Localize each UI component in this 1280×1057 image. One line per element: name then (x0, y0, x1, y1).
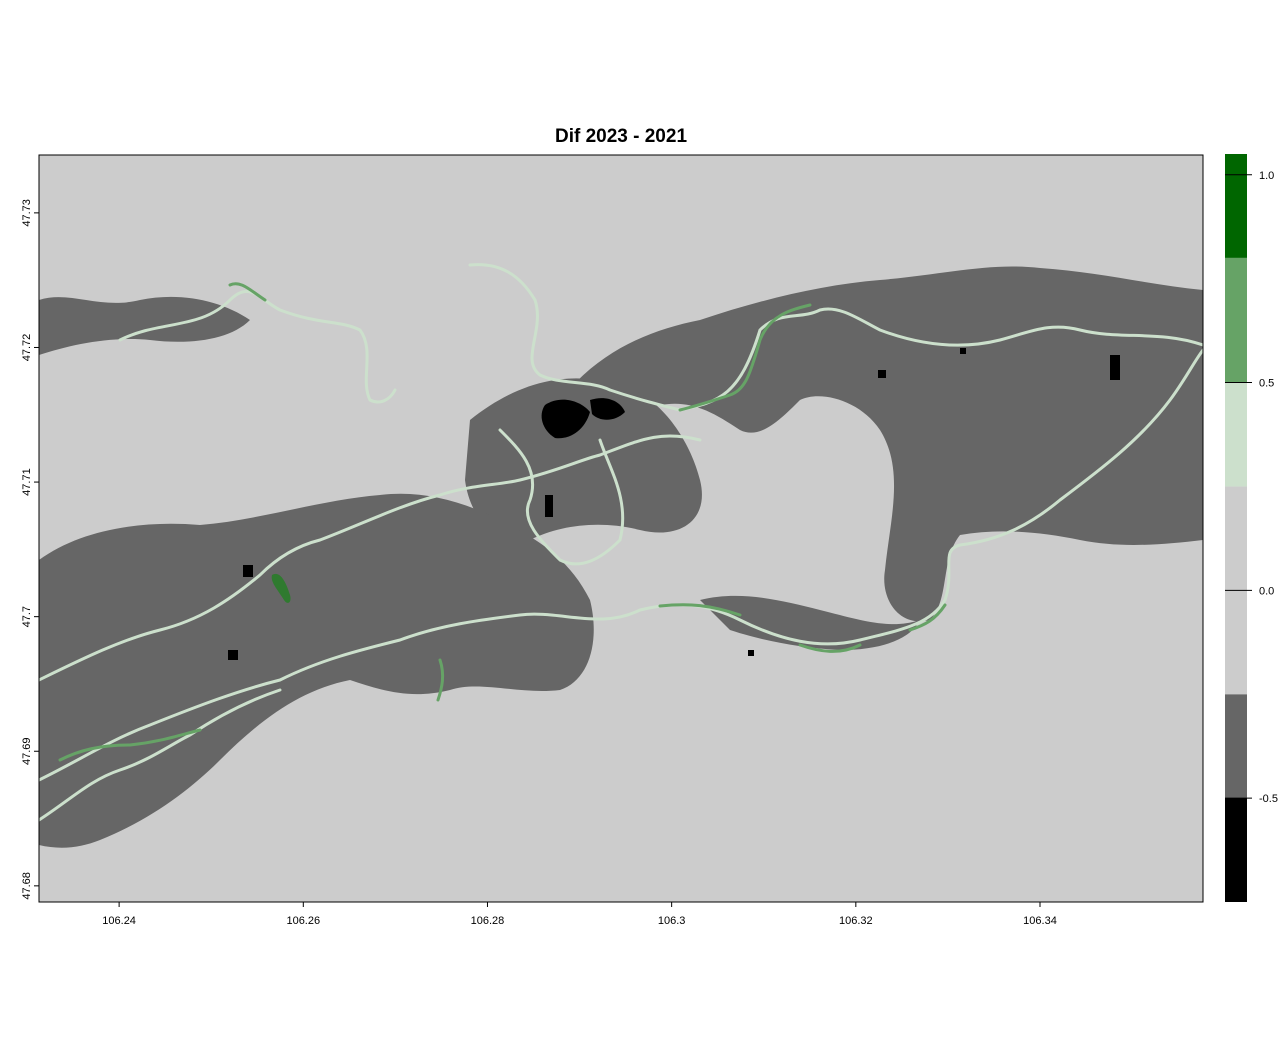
green-segment-7 (436, 658, 445, 702)
negative-zone-south-lobe (700, 595, 920, 650)
dark-green-patch (271, 573, 291, 603)
negative-zone-west (39, 493, 594, 848)
river-channel-north (118, 289, 397, 404)
green-segment-5 (58, 728, 202, 762)
black-patch-3 (545, 495, 553, 517)
x-axis: 106.24 106.26 106.28 106.3 106.32 106.34 (102, 902, 1057, 927)
legend-class-swatch (1225, 257, 1247, 383)
x-tick-label: 106.24 (102, 915, 136, 927)
legend-class-swatch (1225, 382, 1247, 487)
plot-title: Dif 2023 - 2021 (554, 126, 688, 147)
black-patch-9 (748, 650, 754, 656)
x-tick-label: 106.28 (471, 915, 505, 927)
river-channel-middle (39, 434, 702, 682)
green-segment-4 (908, 603, 947, 632)
y-tick-label: 47.71 (21, 468, 33, 496)
black-patch-7 (228, 650, 238, 660)
black-patch-6 (960, 348, 966, 354)
legend-class-swatch (1225, 798, 1247, 902)
strong-negative-patches (228, 348, 1120, 660)
green-segment-1 (678, 303, 812, 412)
legend-class-swatch (1225, 694, 1247, 799)
legend-tick-label: -0.5 (1259, 793, 1278, 805)
positive-change-segments (58, 282, 947, 762)
green-segment-2 (658, 603, 742, 617)
green-segment-3 (798, 643, 862, 653)
y-tick-label: 47.7 (21, 606, 33, 627)
river-channel-loop (498, 428, 625, 566)
legend-tick-label: 1.0 (1259, 170, 1274, 182)
river-channel-braid-west (39, 688, 282, 822)
y-tick-label: 47.69 (21, 737, 33, 765)
legend: 1.0 0.5 0.0 -0.5 (1225, 154, 1278, 902)
negative-zone-northwest (39, 296, 250, 355)
negative-zone-east (560, 266, 1203, 622)
black-patch-5 (878, 370, 886, 378)
raster-panel (39, 155, 1203, 902)
x-tick-label: 106.26 (286, 915, 320, 927)
black-patch-2 (590, 398, 625, 420)
black-patch-8 (243, 565, 253, 577)
river-channels (39, 263, 1203, 822)
y-tick-label: 47.72 (21, 334, 33, 362)
x-tick-label: 106.34 (1023, 915, 1057, 927)
river-channel-upper (468, 263, 1203, 412)
black-patch-1 (541, 399, 590, 439)
legend-tick-label: 0.0 (1259, 585, 1274, 597)
legend-tick-label: 0.5 (1259, 378, 1274, 390)
negative-change-zones (39, 266, 1203, 848)
x-tick-label: 106.3 (658, 915, 686, 927)
legend-class-swatch (1225, 154, 1247, 258)
y-tick-label: 47.73 (21, 199, 33, 227)
green-segment-6 (228, 282, 267, 302)
y-tick-label: 47.68 (21, 872, 33, 900)
y-axis: 47.68 47.69 47.7 47.71 47.72 47.73 (21, 199, 39, 900)
river-channel-south (39, 348, 1203, 782)
black-patch-4 (1110, 355, 1120, 380)
panel-frame (38, 154, 1204, 903)
x-tick-label: 106.32 (839, 915, 873, 927)
